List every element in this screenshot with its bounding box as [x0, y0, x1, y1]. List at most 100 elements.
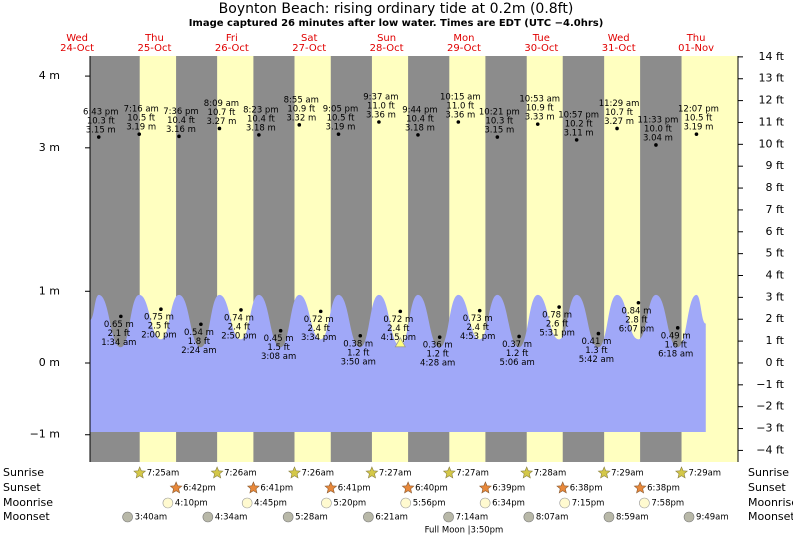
y-tick-label: −1 m	[30, 428, 60, 441]
high-tide-ft: 10.4 ft	[406, 114, 434, 124]
high-tide-m: 3.18 m	[246, 123, 276, 133]
high-tide-time: 9:05 pm	[323, 105, 358, 115]
low-tide-point	[239, 308, 243, 312]
y2-tick-label: 4 ft	[766, 269, 785, 282]
low-tide-point	[517, 334, 521, 339]
low-tide-m: 0.75 m	[144, 313, 174, 323]
low-tide-time: 3:34 pm	[301, 333, 336, 343]
low-tide-ft: 1.8 ft	[188, 337, 211, 347]
sunrise-icon	[365, 466, 379, 479]
sunset-icon	[633, 481, 647, 494]
high-tide-m: 3.11 m	[564, 128, 594, 138]
low-tide-point	[199, 322, 203, 327]
moonrise-icon	[559, 497, 571, 509]
high-tide-m: 3.18 m	[405, 123, 435, 133]
sunrise-icon	[675, 466, 688, 479]
sunset-icon	[169, 481, 183, 494]
current-marker	[394, 336, 406, 348]
high-tide-m: 3.27 m	[604, 117, 634, 127]
moonrise-icon	[321, 497, 332, 509]
high-tide-point	[377, 120, 381, 124]
low-tide-m: 0.41 m	[581, 337, 611, 347]
day-weekday: Thu	[144, 33, 164, 44]
high-tide-point	[495, 135, 500, 139]
moonrise-icon	[639, 497, 650, 509]
y2-tick-label: 14 ft	[759, 50, 785, 63]
moonrise-time: 5:56pm	[413, 499, 446, 509]
high-tide-point	[615, 126, 619, 131]
day-weekday: Sat	[301, 33, 317, 44]
high-tide-ft: 11.0 ft	[446, 101, 474, 111]
low-tide-point	[675, 326, 680, 330]
high-tide-m: 3.19 m	[684, 123, 714, 133]
low-tide-m: 0.49 m	[661, 331, 691, 341]
low-tide-point	[318, 309, 323, 314]
high-tide-point	[137, 132, 142, 136]
low-tide-time: 4:53 pm	[460, 332, 495, 342]
low-tide-point	[278, 328, 283, 333]
moonset-icon	[443, 511, 454, 523]
high-tide-m: 3.19 m	[126, 123, 156, 133]
low-tide-point	[398, 309, 403, 314]
high-tide-time: 10:53 am	[519, 95, 560, 105]
y2-tick-label: 5 ft	[766, 247, 785, 260]
y2-tick-label: 0 ft	[766, 356, 785, 369]
sunrise-icon	[597, 466, 611, 479]
day-date: 29-Oct	[447, 43, 481, 54]
moonset-time: 8:59am	[616, 513, 649, 523]
low-tide-m: 0.54 m	[184, 328, 214, 338]
moonset-time: 8:07am	[536, 513, 569, 523]
high-tide-ft: 10.5 ft	[127, 114, 155, 124]
high-tide-point	[535, 122, 540, 126]
high-tide-point	[257, 133, 261, 137]
low-tide-ft: 2.4 ft	[308, 324, 331, 334]
low-tide-time: 1:34 am	[101, 338, 136, 348]
high-tide-point	[96, 135, 101, 139]
day-date: 24-Oct	[60, 43, 94, 54]
high-tide-m: 3.19 m	[326, 123, 356, 133]
high-tide-ft: 11.0 ft	[367, 101, 395, 111]
high-tide-time: 8:55 am	[284, 95, 319, 105]
row-label-right: Sunset	[748, 481, 786, 494]
row-label-left: Moonrise	[3, 496, 53, 509]
day-weekday: Wed	[608, 33, 630, 44]
low-tide-time: 4:15 pm	[381, 333, 416, 343]
high-tide-time: 11:29 am	[599, 99, 640, 109]
low-tide-ft: 1.2 ft	[426, 350, 449, 360]
moonset-time: 4:34am	[215, 513, 248, 523]
sunrise-icon	[210, 466, 224, 479]
low-tide-point	[437, 335, 442, 339]
low-tide-m: 0.38 m	[343, 339, 373, 349]
high-tide-time: 9:44 pm	[402, 105, 437, 115]
sunset-icon	[246, 481, 260, 494]
day-date: 31-Oct	[602, 43, 636, 54]
moonrise-icon	[162, 497, 174, 509]
high-tide-ft: 10.5 ft	[327, 114, 355, 124]
high-tide-point	[177, 134, 181, 139]
moonset-icon	[603, 511, 615, 523]
low-tide-m: 0.74 m	[224, 313, 254, 323]
sunrise-icon	[520, 466, 534, 479]
low-tide-time: 3:08 am	[261, 352, 296, 362]
high-tide-time: 9:37 am	[363, 92, 398, 102]
low-tide-m: 0.72 m	[304, 315, 334, 325]
low-tide-point	[557, 305, 561, 309]
high-tide-ft: 10.9 ft	[287, 104, 315, 114]
high-tide-ft: 10.4 ft	[247, 114, 275, 124]
row-label-left: Moonset	[3, 510, 50, 523]
day-date: 30-Oct	[524, 43, 558, 54]
high-tide-time: 7:36 pm	[163, 107, 198, 117]
sunset-time: 6:41pm	[338, 484, 371, 494]
low-tide-point	[477, 308, 482, 313]
low-tide-point	[596, 331, 601, 336]
y-tick-label: 4 m	[39, 69, 60, 82]
row-label-right: Moonrise	[748, 496, 793, 509]
high-tide-point	[654, 143, 658, 147]
high-tide-m: 3.15 m	[86, 126, 116, 136]
row-label-left: Sunset	[3, 481, 41, 494]
high-tide-time: 8:09 am	[204, 99, 239, 109]
low-tide-ft: 1.6 ft	[665, 340, 688, 350]
low-tide-m: 0.84 m	[621, 306, 651, 316]
low-tide-ft: 1.2 ft	[506, 349, 529, 359]
low-tide-ft: 2.8 ft	[625, 315, 648, 325]
